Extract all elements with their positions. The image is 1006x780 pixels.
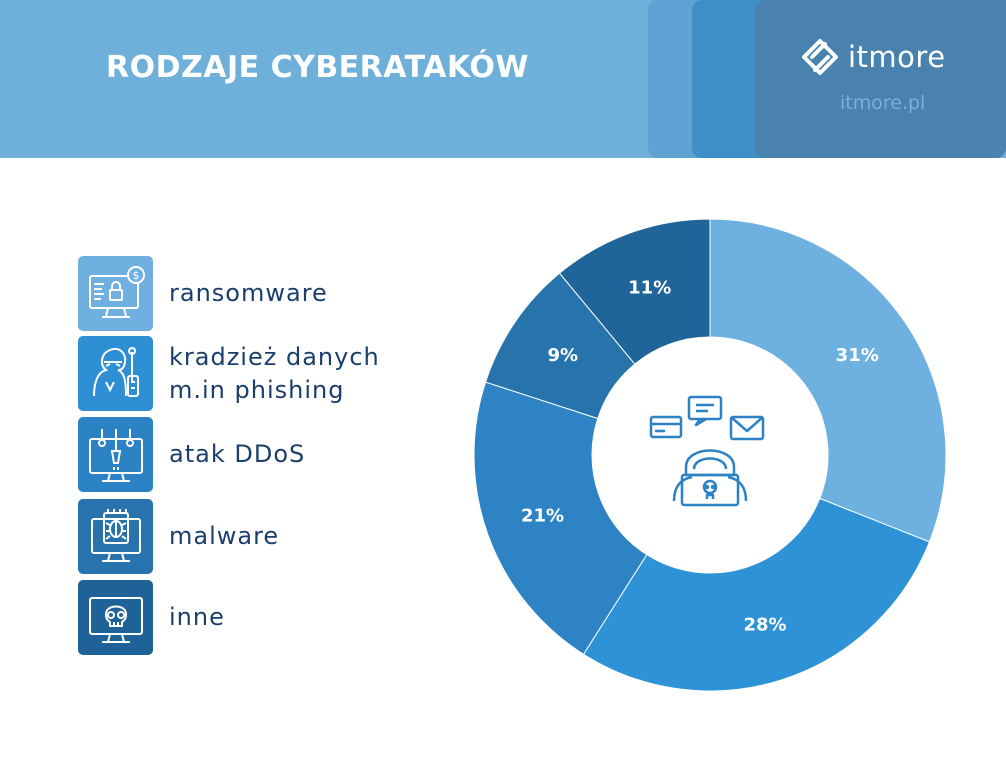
- slice-label: 28%: [743, 614, 786, 635]
- slice-label: 9%: [547, 345, 578, 366]
- donut-chart: 31% 28% 21% 9% 11%: [473, 218, 947, 692]
- legend-label: atak DDoS: [169, 440, 306, 468]
- svg-text:$: $: [132, 269, 139, 282]
- page-title: RODZAJE CYBERATAKÓW: [106, 50, 530, 85]
- logo-text: itmore: [848, 40, 946, 74]
- header-banner: RODZAJE CYBERATAKÓW itmore itmore.pl: [0, 0, 1006, 158]
- itmore-logo-icon: [802, 39, 838, 75]
- legend-label: inne: [169, 603, 225, 631]
- logo-url: itmore.pl: [840, 92, 926, 114]
- legend-item-malware: malware: [78, 499, 279, 574]
- legend-item-kradziez-danych: kradzież danych m.in phishing: [78, 336, 380, 411]
- skull-monitor-icon: [78, 580, 153, 655]
- slice-label: 21%: [521, 505, 564, 526]
- legend-item-inne: inne: [78, 580, 225, 655]
- slice-label: 11%: [628, 278, 671, 299]
- legend-label: malware: [169, 522, 280, 550]
- itmore-logo: itmore: [800, 38, 946, 76]
- hacker-center-icon: [649, 395, 765, 507]
- legend-label: ransomware: [169, 279, 328, 307]
- slice-label: 31%: [836, 345, 879, 366]
- donut-hole: [592, 337, 828, 573]
- hacker-phishing-icon: [78, 336, 153, 411]
- ddos-monitor-icon: [78, 417, 153, 492]
- legend-label: kradzież danych m.in phishing: [169, 342, 380, 404]
- malware-bug-chip-icon: [78, 499, 153, 574]
- legend-item-ransomware: $ ransomware: [78, 256, 328, 331]
- header-panel-dark: [755, 0, 1006, 158]
- legend-item-atak-ddos: atak DDoS: [78, 417, 305, 492]
- ransomware-monitor-lock-icon: $: [78, 256, 153, 331]
